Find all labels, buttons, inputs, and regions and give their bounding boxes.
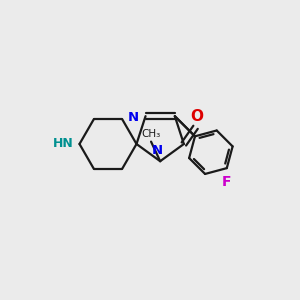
Text: HN: HN [53,136,74,150]
Text: F: F [222,175,232,189]
Text: N: N [152,144,163,157]
Text: O: O [190,109,204,124]
Text: CH₃: CH₃ [141,129,161,139]
Text: N: N [128,111,139,124]
